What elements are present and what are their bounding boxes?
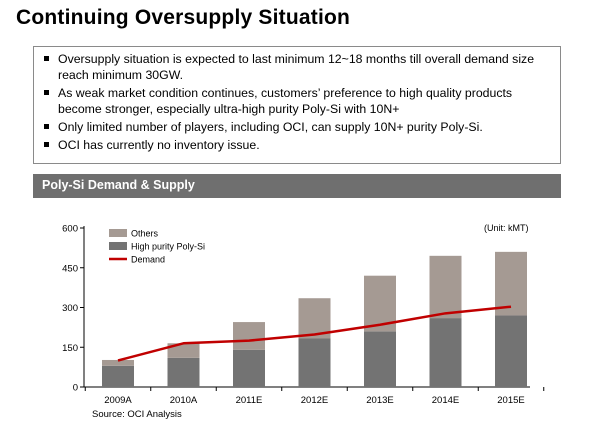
bar-high-purity	[233, 349, 265, 387]
x-tick-label: 2014E	[432, 395, 459, 406]
legend-others-swatch	[109, 229, 127, 237]
section-title: Poly-Si Demand & Supply	[42, 178, 195, 192]
bar-high-purity	[167, 357, 200, 387]
legend-high-purity-swatch	[109, 242, 127, 250]
bullet-list: Oversupply situation is expected to last…	[33, 46, 561, 164]
x-tick-label: 2013E	[366, 395, 393, 406]
bullet-text: Oversupply situation is expected to last…	[58, 52, 535, 82]
section-header-bar: Poly-Si Demand & Supply	[33, 174, 561, 198]
source-note: Source: OCI Analysis	[92, 409, 182, 420]
legend-others-label: Others	[131, 229, 159, 239]
unit-label: (Unit: kMT)	[484, 223, 529, 233]
legend-high-purity-label: High purity Poly-Si	[131, 242, 205, 252]
bullet-text: OCI has currently no inventory issue.	[58, 138, 260, 152]
page-title: Continuing Oversupply Situation	[16, 6, 351, 29]
bullet-item: Only limited number of players, includin…	[44, 119, 552, 135]
bullet-text: As weak market condition continues, cust…	[58, 86, 513, 116]
bar-high-purity	[429, 318, 462, 387]
bar-high-purity	[102, 365, 134, 387]
legend-demand-label: Demand	[131, 255, 165, 265]
bullet-square-icon	[44, 56, 49, 61]
x-tick-label: 2012E	[301, 395, 328, 406]
y-tick-label: 0	[73, 383, 78, 394]
bullet-square-icon	[44, 142, 49, 147]
bar-high-purity	[298, 338, 331, 387]
x-tick-label: 2010A	[170, 395, 198, 406]
bullet-square-icon	[44, 124, 49, 129]
bullet-text: Only limited number of players, includin…	[58, 120, 483, 134]
bar-others	[167, 343, 200, 358]
bar-high-purity	[495, 315, 527, 387]
bar-others	[429, 255, 462, 319]
bar-others	[233, 322, 265, 350]
bar-others	[102, 359, 134, 366]
bar-high-purity	[364, 331, 396, 387]
bullet-item: OCI has currently no inventory issue.	[44, 137, 552, 153]
bullet-square-icon	[44, 90, 49, 95]
y-tick-label: 150	[62, 343, 78, 354]
x-tick-label: 2009A	[104, 395, 132, 406]
x-tick-label: 2015E	[497, 395, 524, 406]
bullet-item: As weak market condition continues, cust…	[44, 85, 552, 117]
bullet-item: Oversupply situation is expected to last…	[44, 51, 552, 83]
bar-others	[495, 251, 527, 316]
y-tick-label: 300	[62, 303, 78, 314]
y-tick-label: 600	[62, 224, 78, 235]
y-tick-label: 450	[62, 263, 78, 274]
x-tick-label: 2011E	[236, 395, 263, 406]
